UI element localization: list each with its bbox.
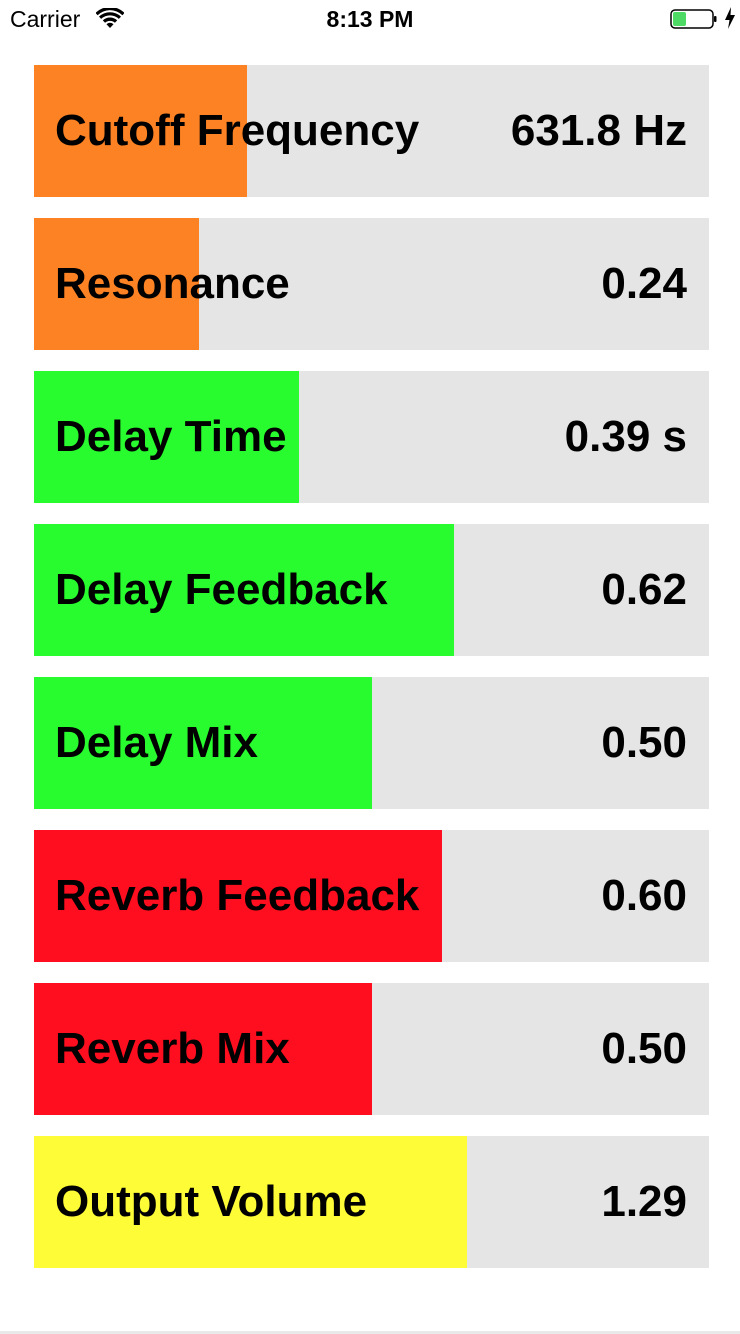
reverb-mix-value: 0.50 bbox=[601, 1024, 687, 1073]
output-volume-value: 1.29 bbox=[601, 1177, 687, 1226]
reverb-feedback-value: 0.60 bbox=[601, 871, 687, 920]
output-volume-label: Output Volume bbox=[55, 1177, 368, 1226]
delay-feedback-slider[interactable]: Delay Feedback 0.62 bbox=[34, 524, 709, 656]
delay-time-value: 0.39 s bbox=[564, 412, 687, 461]
reverb-feedback-slider[interactable]: Reverb Feedback 0.60 bbox=[34, 830, 709, 962]
cutoff-frequency-label: Cutoff Frequency bbox=[55, 106, 420, 155]
delay-mix-slider-fill bbox=[34, 677, 372, 809]
battery-icon bbox=[670, 8, 718, 30]
delay-mix-label: Delay Mix bbox=[55, 718, 258, 767]
delay-time-slider-fill bbox=[34, 371, 300, 503]
cutoff-frequency-value: 631.8 Hz bbox=[510, 106, 687, 155]
delay-mix-slider[interactable]: Delay Mix 0.50 bbox=[34, 677, 709, 809]
resonance-slider-fill bbox=[34, 218, 200, 350]
carrier-label: Carrier bbox=[10, 6, 81, 32]
charging-bolt-icon bbox=[724, 6, 736, 30]
reverb-mix-slider[interactable]: Reverb Mix 0.50 bbox=[34, 983, 709, 1115]
cutoff-frequency-slider-fill bbox=[34, 65, 247, 197]
reverb-feedback-label: Reverb Feedback bbox=[55, 871, 420, 920]
reverb-feedback-slider-fill bbox=[34, 830, 442, 962]
clock: 8:13 PM bbox=[326, 6, 414, 32]
wifi-icon bbox=[95, 6, 125, 30]
resonance-label: Resonance bbox=[55, 259, 290, 308]
output-volume-slider-fill bbox=[34, 1136, 467, 1268]
resonance-slider[interactable]: Resonance 0.24 bbox=[34, 218, 709, 350]
delay-feedback-value: 0.62 bbox=[601, 565, 687, 614]
parameter-sliders: Cutoff Frequency 631.8 Hz Resonance 0.24 Del… bbox=[34, 65, 709, 1268]
bottom-divider bbox=[0, 1331, 740, 1334]
status-bar: Carrier 8:13 PM bbox=[0, 0, 740, 40]
resonance-value: 0.24 bbox=[601, 259, 687, 308]
delay-time-label: Delay Time bbox=[55, 412, 287, 461]
delay-time-slider[interactable]: Delay Time 0.39 s bbox=[34, 371, 709, 503]
reverb-mix-label: Reverb Mix bbox=[55, 1024, 290, 1073]
delay-mix-value: 0.50 bbox=[601, 718, 687, 767]
output-volume-slider[interactable]: Output Volume 1.29 bbox=[34, 1136, 709, 1268]
delay-feedback-label: Delay Feedback bbox=[55, 565, 388, 614]
reverb-mix-slider-fill bbox=[34, 983, 372, 1115]
delay-feedback-slider-fill bbox=[34, 524, 454, 656]
cutoff-frequency-slider[interactable]: Cutoff Frequency 631.8 Hz bbox=[34, 65, 709, 197]
